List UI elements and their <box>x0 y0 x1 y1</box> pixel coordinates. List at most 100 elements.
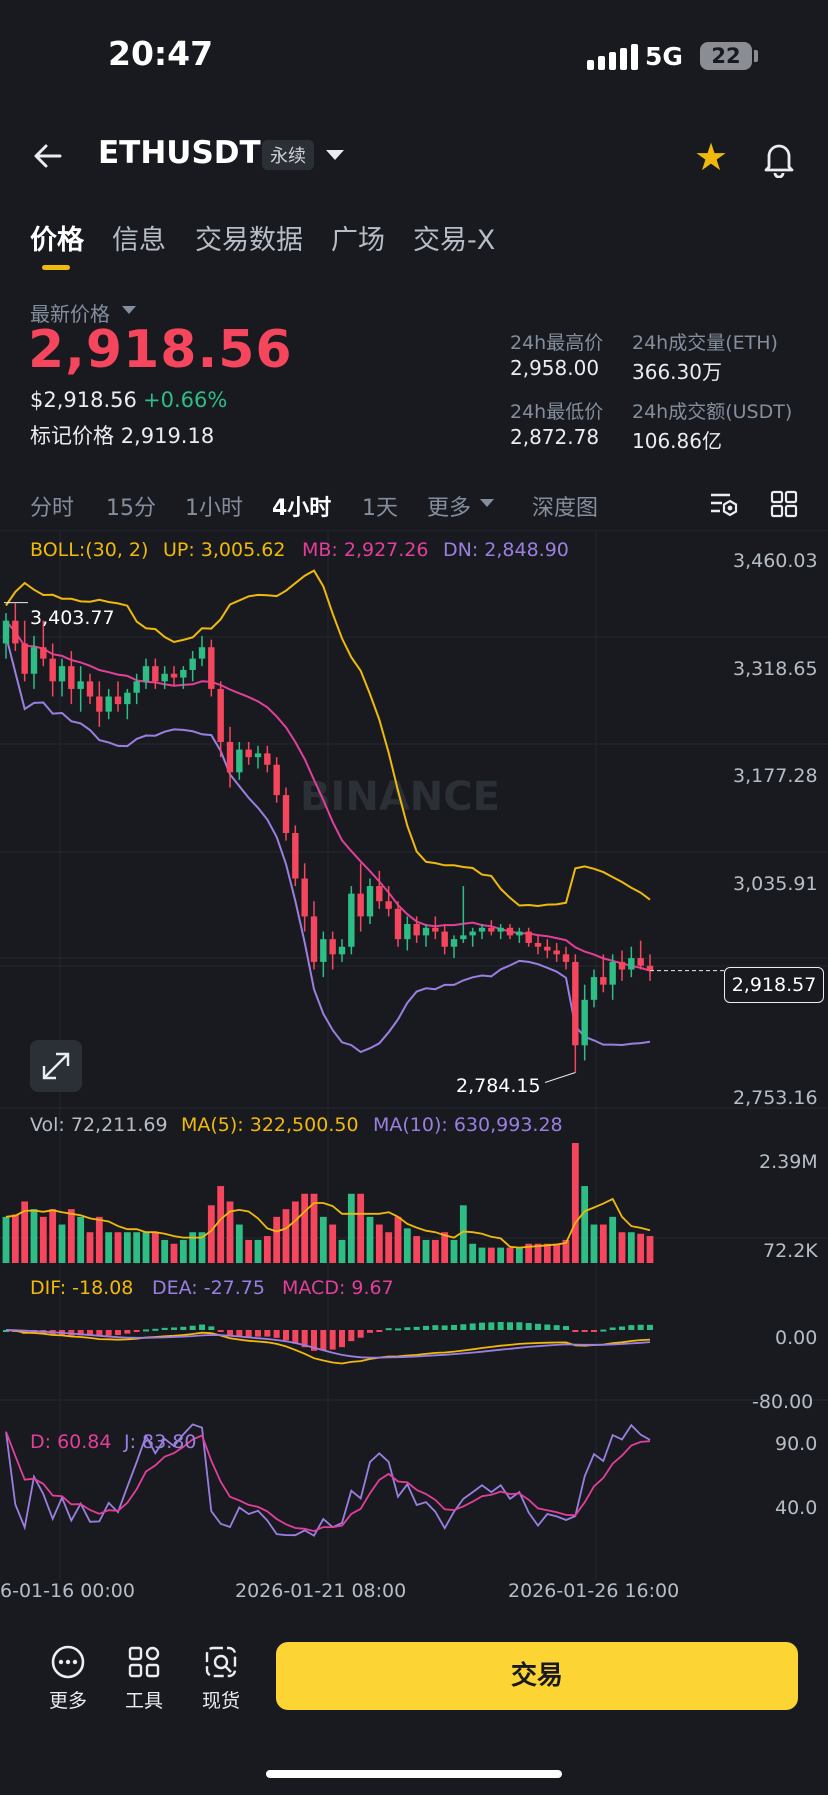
candle-body <box>618 961 626 970</box>
volume-bar <box>515 1247 523 1263</box>
candle-body <box>282 795 290 834</box>
grid-layout-icon[interactable] <box>770 490 798 518</box>
stat-low-label: 24h最低价 <box>510 401 604 423</box>
more-label[interactable]: 更多 <box>49 1690 88 1712</box>
macd-bar <box>189 1325 196 1330</box>
tab-price[interactable]: 价格 <box>30 225 84 256</box>
favorite-star-icon[interactable]: ★ <box>694 135 729 179</box>
stat-high-label: 24h最高价 <box>510 332 604 354</box>
latest-price-label[interactable]: 最新价格 <box>30 302 110 326</box>
candle-body <box>189 658 196 670</box>
time-axis-label: 6-01-16 00:00 <box>0 1580 135 1602</box>
pair-title[interactable]: ETHUSDT <box>98 135 261 171</box>
candle-body <box>516 931 523 936</box>
macd-bar <box>367 1330 373 1333</box>
tools-icon[interactable] <box>126 1644 162 1680</box>
fullscreen-button[interactable] <box>30 1040 82 1092</box>
interval-4h[interactable]: 4小时 <box>272 496 332 521</box>
kdj-j: J: 83.80 <box>124 1431 197 1453</box>
volume-bar <box>235 1224 243 1263</box>
candle-body <box>441 931 448 947</box>
depth-chart-tab[interactable]: 深度图 <box>532 496 599 521</box>
boll-lines <box>5 569 651 1054</box>
macd-bar <box>591 1330 597 1332</box>
tab-square[interactable]: 广场 <box>331 225 385 256</box>
volume-bar <box>525 1243 533 1263</box>
macd-bar <box>563 1326 569 1330</box>
candle-body <box>86 681 94 697</box>
volume-bar <box>394 1216 402 1263</box>
tab-trade-x[interactable]: 交易-X <box>413 225 496 256</box>
trade-button[interactable]: 交易 <box>276 1642 798 1710</box>
pair-dropdown-icon[interactable] <box>326 150 344 160</box>
candle-body <box>105 696 112 712</box>
stat-turnover-label: 24h成交额(USDT) <box>632 401 793 423</box>
volume-bar <box>385 1232 393 1263</box>
volume-bar <box>571 1143 579 1263</box>
macd-bar <box>283 1330 289 1341</box>
more-icon[interactable] <box>50 1644 86 1680</box>
macd-bar <box>423 1325 429 1330</box>
volume-bar <box>497 1247 505 1263</box>
macd-dea: DEA: -27.75 <box>152 1277 265 1299</box>
tab-info[interactable]: 信息 <box>112 225 166 256</box>
interval-1d[interactable]: 1天 <box>362 496 398 521</box>
macd-axis-label: -80.00 <box>752 1391 814 1413</box>
stat-turnover-value: 106.86亿 <box>632 429 722 453</box>
volume-bar <box>226 1201 234 1263</box>
current-price-tag: 2,918.57 <box>724 967 824 1003</box>
volume-bar <box>319 1216 327 1263</box>
interval-more-dropdown-icon[interactable] <box>480 499 494 507</box>
candle-body <box>376 886 383 902</box>
volume-bar <box>487 1247 495 1263</box>
tab-trading-data[interactable]: 交易数据 <box>195 225 303 256</box>
volume-bar <box>114 1232 122 1263</box>
back-arrow-icon[interactable] <box>30 138 66 174</box>
candle-body <box>254 753 262 758</box>
stat-volume-label: 24h成交量(ETH) <box>632 332 778 354</box>
macd-dea-line <box>5 1329 651 1359</box>
spot-label[interactable]: 现货 <box>202 1690 241 1712</box>
volume-bar <box>11 1214 19 1263</box>
chart-settings-icon[interactable] <box>708 488 740 520</box>
macd-bar <box>96 1330 103 1337</box>
volume-bar <box>403 1228 411 1263</box>
macd-bar <box>87 1330 93 1336</box>
spot-icon[interactable] <box>203 1644 239 1680</box>
candle-body <box>58 666 66 682</box>
volume-bar <box>105 1232 113 1263</box>
boll-dn-line <box>5 635 651 1054</box>
interval-line[interactable]: 分时 <box>30 496 75 521</box>
interval-1h[interactable]: 1小时 <box>185 496 243 521</box>
volume-bar <box>254 1239 262 1263</box>
home-indicator <box>266 1770 562 1778</box>
candle-body <box>404 923 411 940</box>
candle-body <box>581 999 588 1046</box>
volume-bar <box>581 1186 589 1263</box>
tools-label[interactable]: 工具 <box>125 1690 164 1712</box>
tab-active-indicator <box>42 265 70 270</box>
macd-bar <box>273 1330 280 1338</box>
volume-bar <box>170 1243 178 1263</box>
volume-bar <box>189 1232 197 1263</box>
kdj-j-line <box>5 1423 651 1537</box>
macd-bar <box>385 1328 392 1331</box>
interval-more[interactable]: 更多 <box>427 496 472 521</box>
volume-bar <box>618 1232 626 1263</box>
boll-up: UP: 3,005.62 <box>163 539 286 561</box>
kline-chart[interactable]: BINANCE <box>0 530 828 1610</box>
macd-bar <box>553 1325 560 1330</box>
low-marker: 2,784.15 <box>456 1075 541 1097</box>
candle-body <box>432 927 439 932</box>
interval-15m[interactable]: 15分 <box>106 496 156 521</box>
macd-bar <box>199 1324 205 1330</box>
vol-ma5: MA(5): 322,500.50 <box>181 1114 359 1136</box>
boll-mb-line <box>5 620 651 972</box>
latest-price-dropdown-icon[interactable] <box>122 306 136 314</box>
status-time: 20:47 <box>108 34 214 73</box>
candle-body <box>525 931 532 943</box>
candle-body <box>301 878 308 917</box>
volume-bar <box>161 1239 169 1263</box>
bell-icon[interactable] <box>760 138 798 178</box>
candle-body <box>572 961 579 1046</box>
